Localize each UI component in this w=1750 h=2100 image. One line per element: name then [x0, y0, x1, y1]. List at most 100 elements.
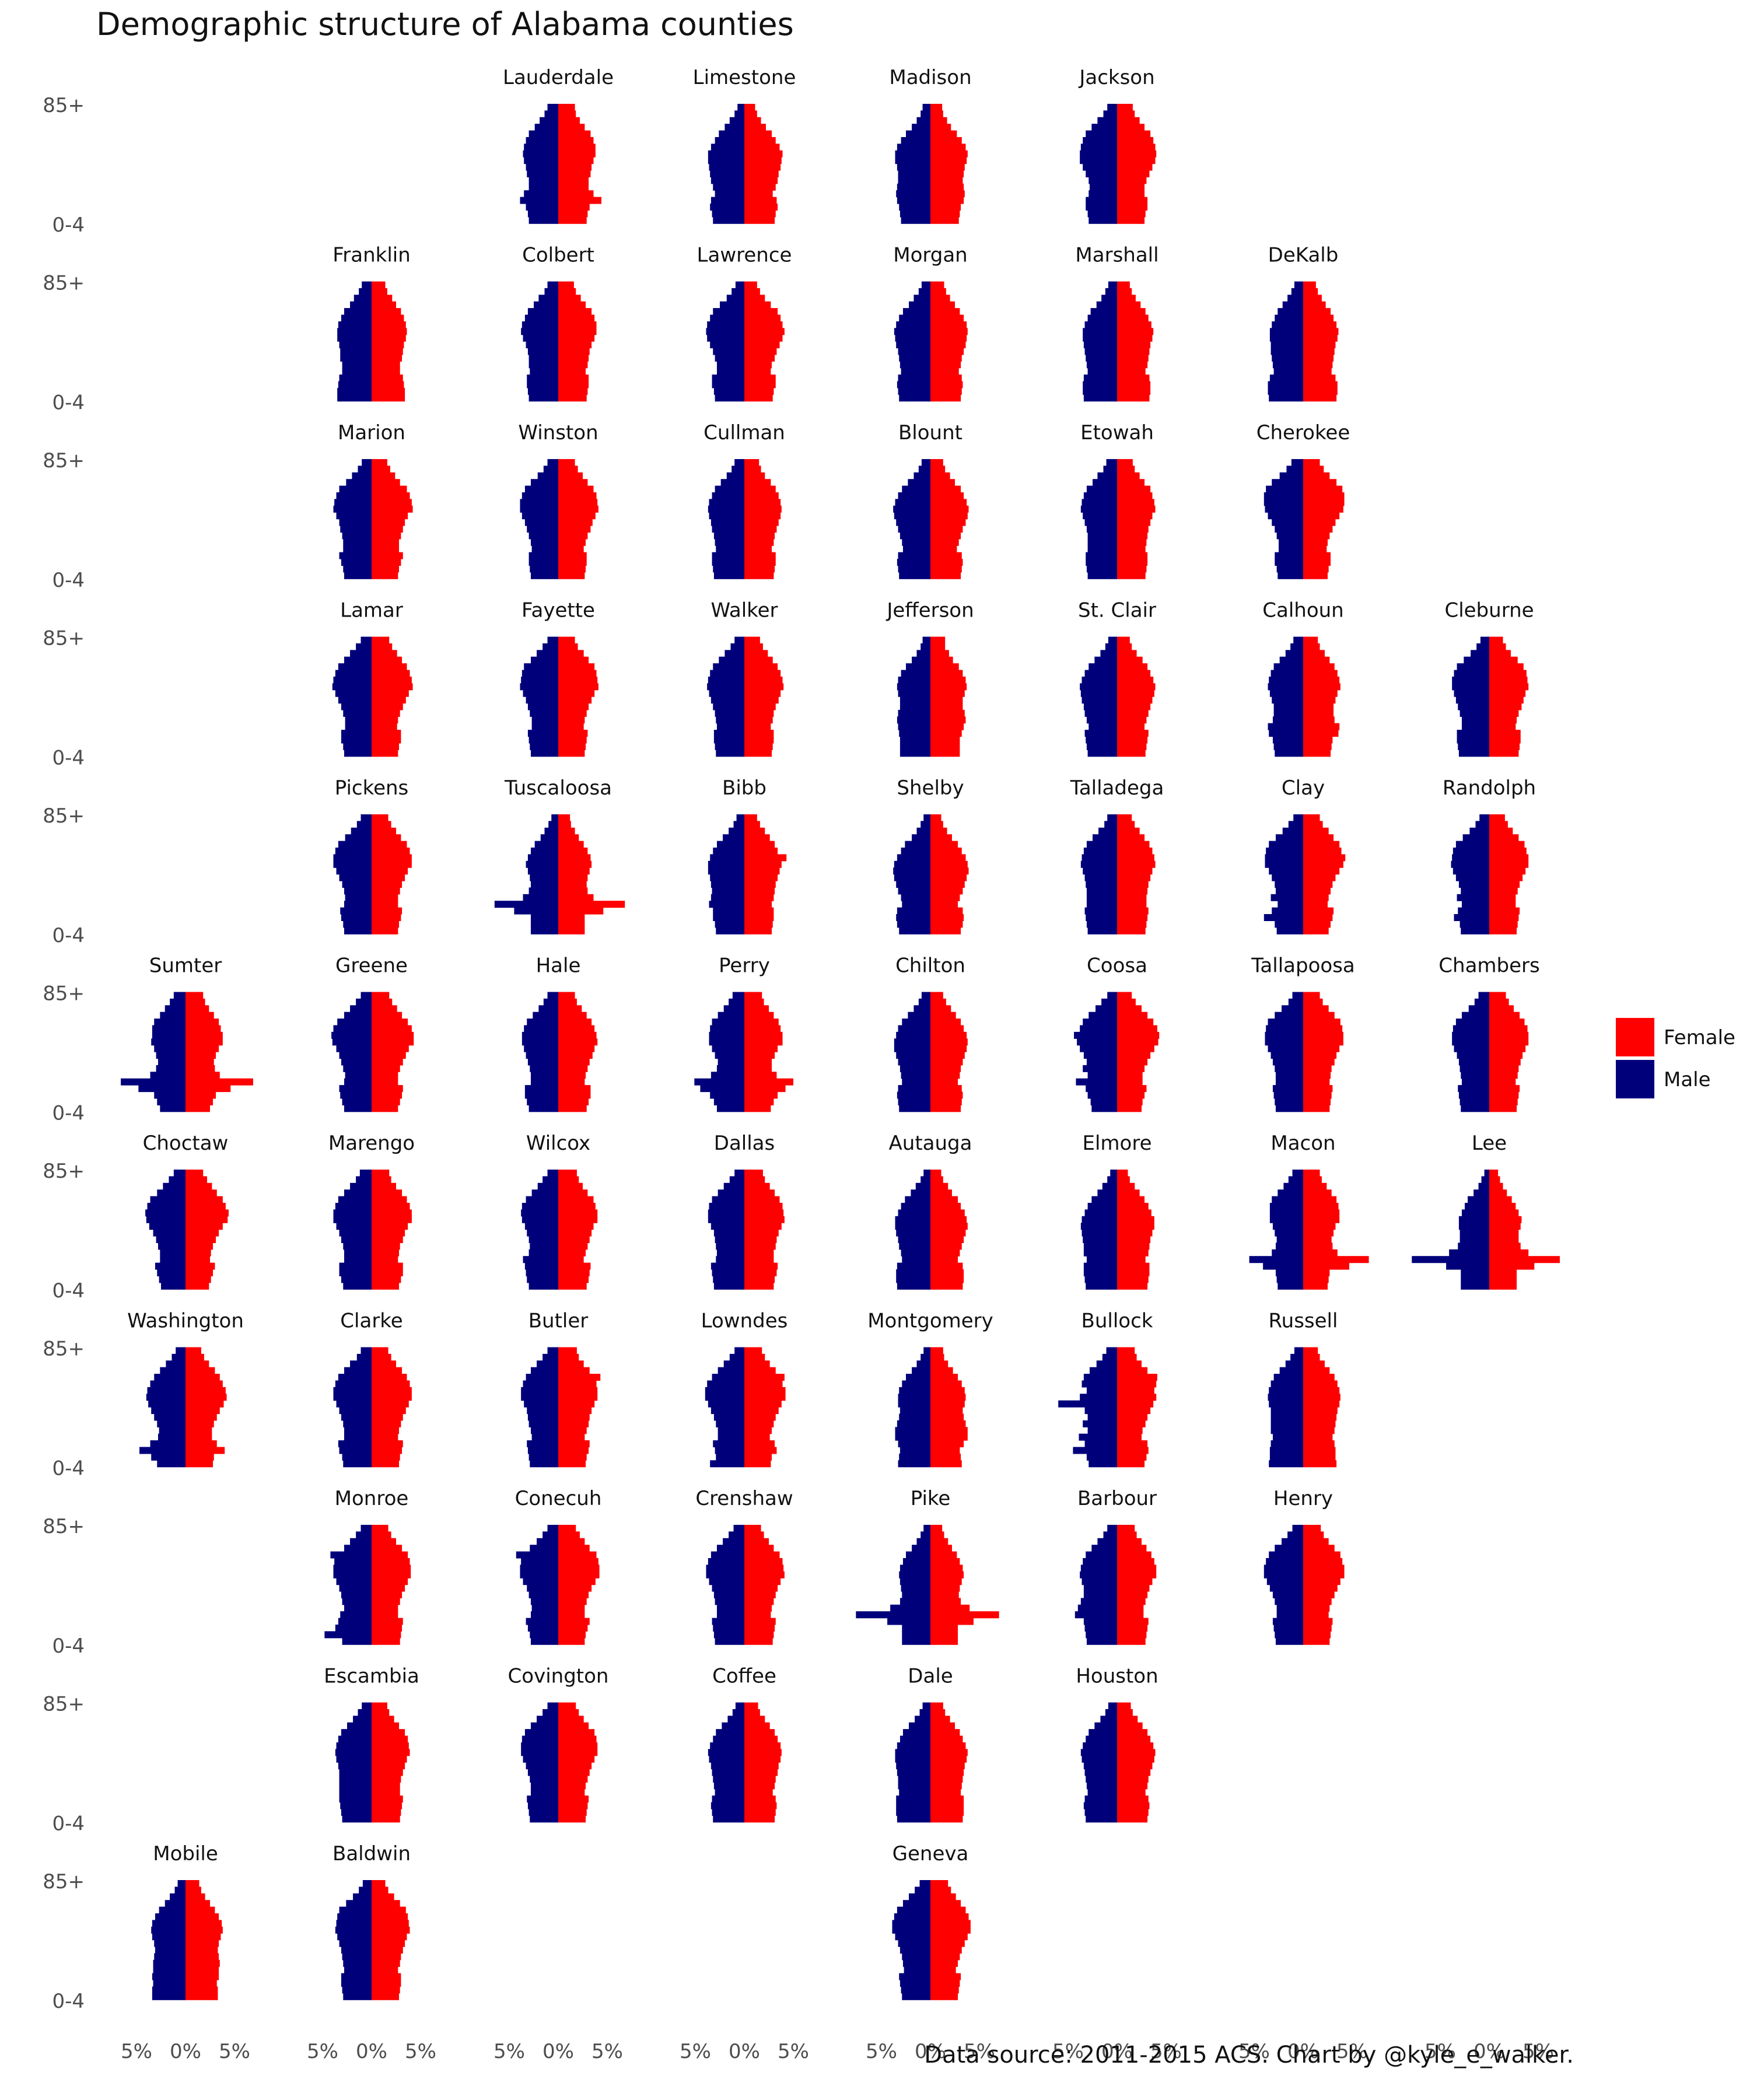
female-bar — [558, 170, 591, 177]
male-bar — [1083, 1618, 1117, 1625]
female-bar — [744, 1262, 778, 1270]
male-bar — [1083, 512, 1117, 520]
female-bar — [930, 901, 958, 908]
female-bar — [930, 867, 969, 875]
male-bar — [522, 1735, 558, 1743]
female-bar — [372, 1947, 403, 1954]
female-bar — [930, 1420, 966, 1427]
female-bar — [372, 1906, 406, 1914]
male-bar — [537, 1716, 558, 1723]
male-bar — [344, 1427, 372, 1434]
male-bar — [1083, 1262, 1117, 1270]
male-bar — [706, 1571, 744, 1578]
male-bar — [710, 341, 744, 349]
female-bar — [1117, 301, 1141, 309]
male-bar — [1275, 526, 1303, 533]
female-bar — [1117, 750, 1146, 757]
male-bar — [338, 1618, 372, 1625]
male-bar — [530, 1611, 558, 1619]
male-bar — [892, 1926, 930, 1934]
female-bar — [930, 1986, 959, 1994]
male-bar — [1083, 341, 1117, 349]
male-bar — [708, 1216, 744, 1223]
male-bar — [523, 1256, 558, 1264]
female-bar — [558, 374, 589, 382]
female-bar — [186, 1045, 219, 1052]
female-bar — [558, 860, 592, 868]
male-bar — [527, 210, 558, 218]
female-bar — [1117, 723, 1145, 730]
female-bar — [930, 1085, 962, 1093]
male-bar — [1454, 670, 1489, 677]
female-bar — [744, 827, 765, 835]
female-bar — [1117, 519, 1151, 526]
male-bar — [1082, 499, 1117, 506]
female-bar — [186, 1236, 216, 1243]
male-bar — [1272, 354, 1303, 362]
female-bar — [744, 1282, 774, 1290]
female-bar — [372, 1722, 400, 1730]
female-bar — [186, 1242, 214, 1250]
male-bar — [708, 1400, 744, 1408]
female-bar — [930, 157, 967, 164]
male-bar — [351, 827, 372, 835]
female-bar — [558, 1742, 598, 1749]
female-bar — [558, 723, 584, 730]
male-bar — [1270, 348, 1303, 355]
female-bar — [930, 921, 963, 928]
male-bar — [901, 670, 930, 677]
male-bar — [527, 703, 558, 710]
legend-label-female: Female — [1664, 1026, 1735, 1049]
female-bar — [930, 1618, 974, 1625]
female-bar — [1303, 1347, 1318, 1354]
female-bar — [186, 1380, 223, 1388]
male-bar — [715, 485, 744, 493]
female-bar — [1117, 150, 1157, 158]
female-bar — [1303, 1031, 1343, 1039]
male-bar — [894, 874, 930, 881]
female-bar — [1489, 650, 1511, 657]
male-bar — [708, 867, 744, 875]
female-bar — [1117, 1236, 1151, 1243]
female-bar — [372, 1749, 410, 1756]
male-bar — [899, 1571, 930, 1578]
legend-label-male: Male — [1664, 1068, 1711, 1091]
male-bar — [900, 1980, 930, 1987]
male-bar — [916, 650, 930, 657]
male-bar — [530, 1631, 558, 1639]
female-bar — [930, 110, 943, 118]
male-bar — [1084, 519, 1117, 526]
male-bar — [709, 1038, 744, 1046]
female-bar — [372, 1926, 410, 1934]
male-bar — [715, 394, 744, 402]
female-bar — [186, 1360, 209, 1368]
male-bar — [1461, 1276, 1489, 1283]
male-bar — [1080, 1749, 1117, 1756]
male-bar — [340, 526, 372, 533]
female-bar — [744, 1176, 765, 1184]
y-tick-label-0-4: 0-4 — [52, 214, 85, 237]
female-bar — [372, 1072, 398, 1079]
female-bar — [372, 1276, 401, 1283]
male-bar — [342, 1815, 372, 1823]
male-bar — [1273, 1091, 1303, 1099]
male-bar — [1455, 841, 1489, 848]
male-bar — [547, 1525, 558, 1532]
female-bar — [186, 1005, 209, 1013]
female-bar — [744, 368, 771, 375]
male-bar — [1276, 1604, 1303, 1612]
female-bar — [1117, 1564, 1157, 1572]
female-bar — [372, 709, 400, 717]
male-bar — [1094, 1722, 1117, 1730]
female-bar — [558, 1578, 596, 1586]
male-bar — [1082, 1578, 1117, 1586]
male-bar — [1094, 656, 1117, 664]
male-bar — [900, 743, 930, 750]
male-bar — [902, 1625, 930, 1632]
male-bar — [732, 466, 744, 473]
female-bar — [744, 1808, 776, 1816]
male-bar — [1455, 696, 1489, 704]
male-bar — [707, 683, 744, 691]
female-bar — [744, 834, 770, 842]
